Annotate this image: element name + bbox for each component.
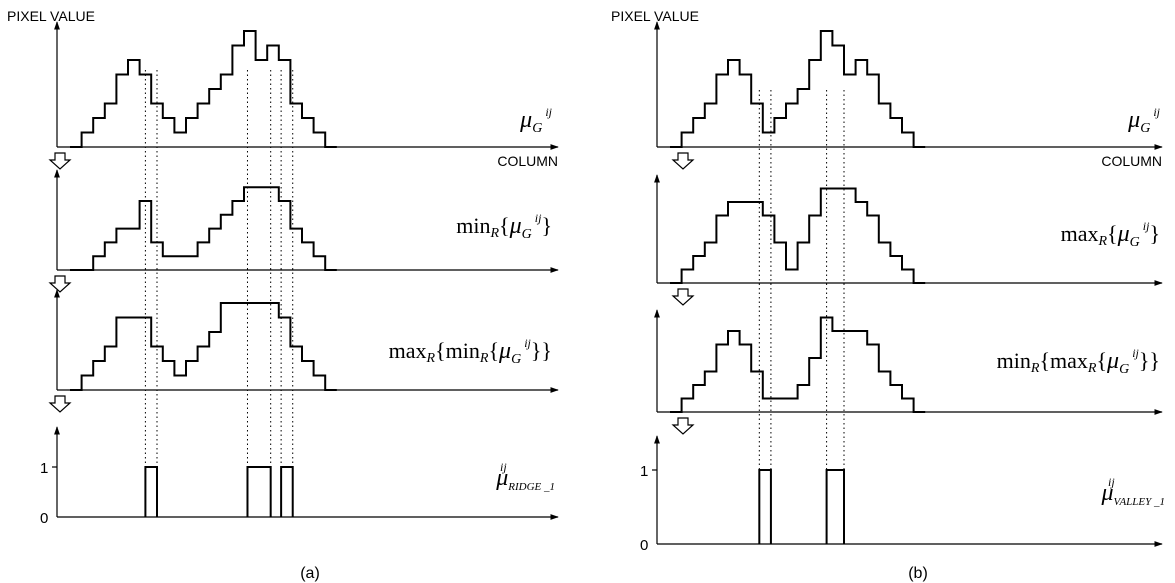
panel-caption: (a) — [300, 565, 320, 582]
mu-symbol: μ — [498, 338, 511, 364]
operator-name: min — [997, 348, 1031, 373]
down-arrow-icon — [48, 395, 72, 413]
brace: { — [488, 338, 499, 363]
binary-label: μVALLEY _1 — [1101, 480, 1166, 508]
mu-superscript: ij — [1132, 346, 1139, 360]
binary-pulse — [246, 466, 272, 517]
mu-subscript: G — [1140, 121, 1150, 136]
tick-label-zero: 0 — [40, 510, 48, 527]
pixel-profile-staircase — [70, 186, 337, 271]
pixel-profile-staircase — [670, 316, 926, 413]
inner-operator-subscript: R — [1087, 361, 1097, 376]
down-arrow-icon — [48, 275, 72, 293]
tick-label-zero: 0 — [640, 537, 648, 554]
mu-subscript: G — [1119, 362, 1129, 377]
tick-label-one: 1 — [40, 460, 48, 477]
closing-braces: } — [541, 213, 552, 238]
profile-row-3: minR{maxR{μGij}} — [654, 309, 1163, 435]
mu-symbol: μ — [509, 213, 522, 239]
brace: { — [1096, 348, 1107, 373]
panel-caption: (b) — [908, 565, 928, 582]
binary-pulse — [144, 466, 158, 517]
binary-pulse — [280, 466, 294, 517]
mu-subscript: G — [511, 352, 521, 367]
profile-label: maxR{μGij} — [1061, 219, 1160, 250]
pixel-profile-staircase — [670, 30, 926, 148]
down-arrow-icon — [48, 152, 72, 170]
profile-row-1: μGij — [48, 21, 559, 170]
column-label: COLUMN — [1101, 153, 1162, 169]
operator-name: max — [1061, 221, 1099, 246]
column-label: COLUMN — [497, 153, 558, 169]
profile-row-3: maxR{minR{μGij}} — [48, 289, 559, 413]
profile-row-1: μGij — [654, 21, 1163, 170]
binary-pulse — [825, 469, 845, 544]
mu-symbol: μ — [1106, 348, 1119, 374]
profile-label: μGij — [1127, 105, 1161, 136]
binary-superscript: ij — [500, 460, 507, 474]
brace: { — [435, 338, 446, 363]
operator-name: max — [389, 338, 427, 363]
binary-row: 1 0 μRIDGE _1ij — [40, 426, 559, 527]
binary-superscript: ij — [1108, 475, 1115, 489]
profile-row-2: minR{μGij} — [48, 169, 559, 293]
profile-label: maxR{minR{μGij}} — [389, 336, 552, 367]
mu-symbol: μ — [495, 465, 508, 491]
mu-subscript: G — [522, 227, 532, 242]
operator-subscript: R — [1097, 234, 1107, 249]
profile-row-2: maxR{μGij} — [654, 174, 1163, 306]
mu-symbol: μ — [1127, 107, 1140, 133]
closing-braces: }} — [1139, 348, 1160, 373]
panel-a: PIXEL VALUEμGijminR{μGij}maxR{minR{μGij}… — [7, 8, 559, 582]
inner-operator-name: min — [446, 338, 480, 363]
mu-subscript: G — [1130, 235, 1140, 250]
pixel-value-label: PIXEL VALUE — [7, 8, 95, 24]
binary-label: μRIDGE _1 — [495, 465, 555, 493]
inner-operator-subscript: R — [479, 351, 489, 366]
mu-superscript: ij — [1153, 105, 1160, 119]
profile-label: minR{μGij} — [456, 211, 552, 242]
pixel-value-label: PIXEL VALUE — [611, 8, 699, 24]
pixel-profile-staircase — [70, 302, 337, 391]
profile-label: minR{maxR{μGij}} — [997, 346, 1160, 377]
mu-symbol: μ — [519, 107, 532, 133]
down-arrow-icon — [671, 152, 695, 170]
pixel-profile-staircase — [670, 187, 926, 284]
binary-pulse — [758, 469, 772, 544]
operator-name: min — [456, 213, 490, 238]
mu-superscript: ij — [1143, 219, 1150, 233]
tick-label-one: 1 — [640, 463, 648, 480]
brace: { — [1107, 221, 1118, 246]
closing-braces: }} — [531, 338, 552, 363]
mu-symbol: μ — [1117, 221, 1130, 247]
binary-subscript: VALLEY _1 — [1114, 496, 1165, 508]
mu-subscript: G — [532, 121, 542, 136]
mu-symbol: μ — [1101, 480, 1114, 506]
operator-subscript: R — [1030, 361, 1040, 376]
down-arrow-icon — [671, 417, 695, 435]
brace: { — [1039, 348, 1050, 373]
mu-superscript: ij — [524, 336, 531, 350]
binary-subscript: RIDGE _1 — [507, 481, 555, 493]
closing-braces: } — [1149, 221, 1160, 246]
panel-b: PIXEL VALUEμGijmaxR{μGij}minR{maxR{μGij}… — [611, 8, 1165, 582]
pixel-profile-staircase — [70, 30, 337, 148]
brace: { — [499, 213, 510, 238]
mu-superscript: ij — [535, 211, 542, 225]
operator-subscript: R — [426, 351, 436, 366]
operator-subscript: R — [489, 226, 499, 241]
profile-label: μGij — [519, 105, 553, 136]
down-arrow-icon — [671, 288, 695, 306]
mu-superscript: ij — [545, 105, 552, 119]
inner-operator-name: max — [1050, 348, 1088, 373]
